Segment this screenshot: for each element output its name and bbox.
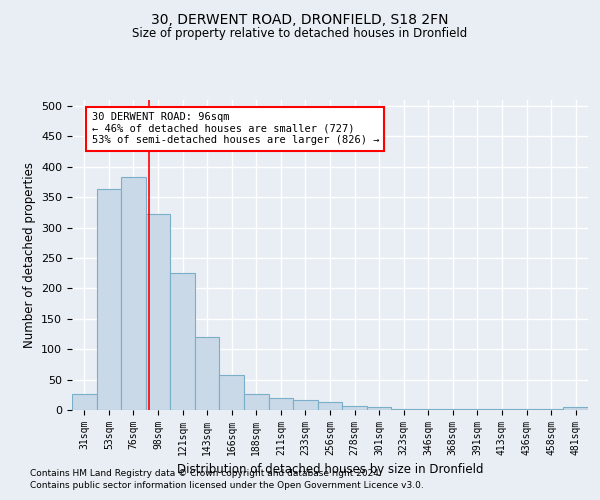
Bar <box>220 374 244 410</box>
Bar <box>121 177 146 410</box>
Text: 30 DERWENT ROAD: 96sqm
← 46% of detached houses are smaller (727)
53% of semi-de: 30 DERWENT ROAD: 96sqm ← 46% of detached… <box>92 112 379 146</box>
Y-axis label: Number of detached properties: Number of detached properties <box>23 162 35 348</box>
Bar <box>170 272 195 410</box>
Text: Size of property relative to detached houses in Dronfield: Size of property relative to detached ho… <box>133 28 467 40</box>
Bar <box>244 394 269 410</box>
Bar <box>440 409 465 410</box>
Text: Contains HM Land Registry data © Crown copyright and database right 2024.: Contains HM Land Registry data © Crown c… <box>30 468 382 477</box>
Bar <box>293 400 318 410</box>
Bar <box>391 409 416 410</box>
Bar <box>416 409 440 410</box>
X-axis label: Distribution of detached houses by size in Dronfield: Distribution of detached houses by size … <box>177 464 483 476</box>
Bar <box>146 214 170 410</box>
Bar <box>195 337 220 410</box>
Bar <box>269 398 293 410</box>
Bar <box>342 406 367 410</box>
Bar <box>563 407 588 410</box>
Text: Contains public sector information licensed under the Open Government Licence v3: Contains public sector information licen… <box>30 481 424 490</box>
Bar <box>97 190 121 410</box>
Bar <box>367 407 391 410</box>
Text: 30, DERWENT ROAD, DRONFIELD, S18 2FN: 30, DERWENT ROAD, DRONFIELD, S18 2FN <box>151 12 449 26</box>
Bar <box>72 394 97 410</box>
Bar <box>318 402 342 410</box>
Bar <box>465 409 490 410</box>
